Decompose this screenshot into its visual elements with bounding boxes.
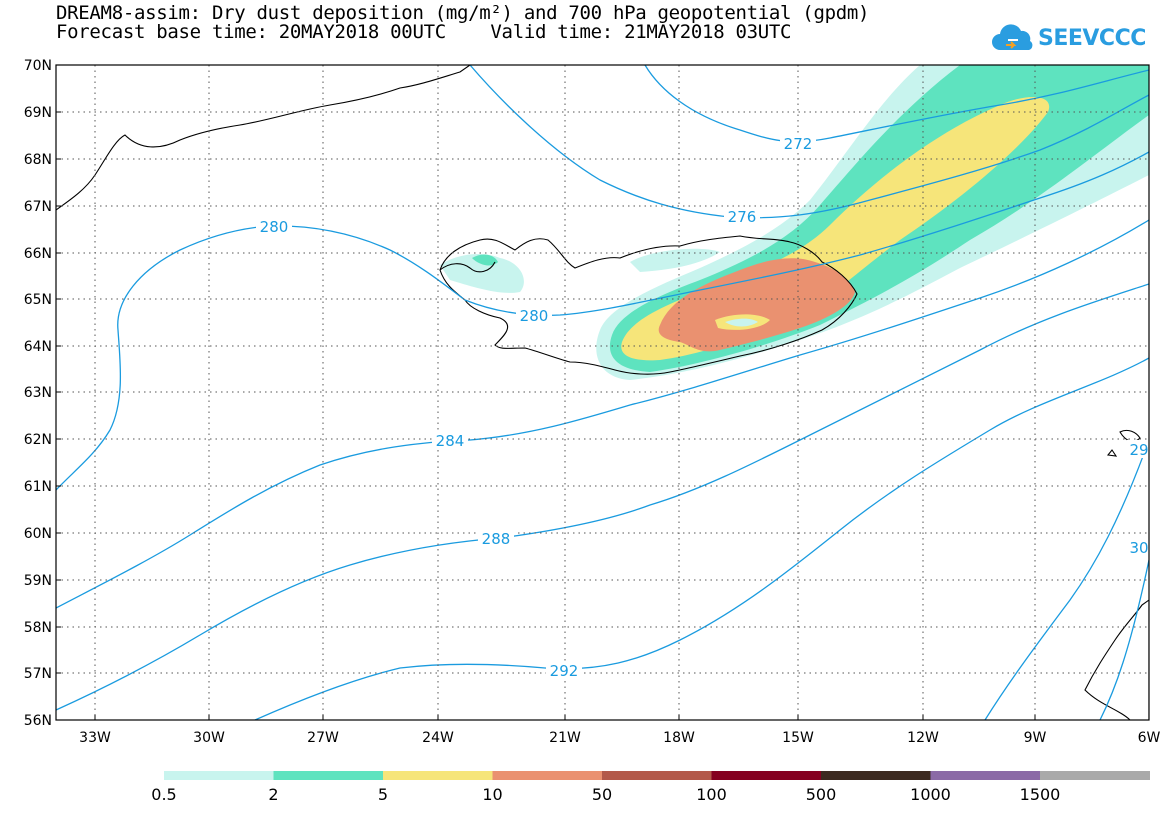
dust-level-2b bbox=[472, 254, 498, 266]
contour-288 bbox=[56, 283, 1149, 711]
lat-label: 67N bbox=[24, 199, 52, 215]
lon-label: 9W bbox=[1024, 730, 1047, 746]
contour-label: 288 bbox=[482, 530, 511, 548]
contour-300 bbox=[1099, 559, 1149, 720]
lon-label: 18W bbox=[663, 730, 695, 746]
dust-level-0.5c bbox=[630, 248, 720, 272]
contour-label: 292 bbox=[550, 662, 579, 680]
colorbar-label: 1500 bbox=[1019, 785, 1061, 804]
longitude-labels: 33W 30W 27W 24W 21W 18W 15W 12W 9W 6W bbox=[79, 730, 1160, 746]
lon-label: 27W bbox=[307, 730, 339, 746]
contour-label: 280 bbox=[520, 307, 549, 325]
colorbar-swatch bbox=[492, 771, 603, 780]
lat-label: 70N bbox=[24, 58, 52, 74]
lat-label: 69N bbox=[24, 105, 52, 121]
colorbar-swatch bbox=[164, 771, 274, 780]
lat-label: 68N bbox=[24, 152, 52, 168]
map-title-line1: DREAM8-assim: Dry dust deposition (mg/m²… bbox=[56, 2, 870, 24]
map-title-line2: Forecast base time: 20MAY2018 00UTC Vali… bbox=[56, 21, 792, 43]
lon-label: 15W bbox=[782, 730, 814, 746]
dust-level-10 bbox=[658, 258, 855, 352]
colorbar-label: 5 bbox=[377, 785, 389, 804]
logo-text: SEEVCCC bbox=[1038, 26, 1146, 51]
colorbar-label: 100 bbox=[696, 785, 727, 804]
colorbar-swatch bbox=[383, 771, 493, 780]
colorbar-label: 10 bbox=[482, 785, 503, 804]
coastlines bbox=[56, 65, 1149, 720]
colorbar-label: 500 bbox=[805, 785, 837, 804]
lon-label: 6W bbox=[1138, 730, 1161, 746]
contour-280 bbox=[56, 151, 1149, 491]
lat-label: 61N bbox=[24, 479, 52, 495]
iceland-westfjords bbox=[439, 261, 496, 273]
contour-272 bbox=[644, 65, 1149, 143]
dust-deposition-map: 272 276 280 280 284 288 292 29 30 bbox=[24, 58, 1161, 746]
contour-label: 276 bbox=[728, 208, 757, 226]
colorbar-swatch bbox=[273, 771, 384, 780]
colorbar-swatch bbox=[711, 771, 822, 780]
lat-label: 57N bbox=[24, 666, 52, 682]
colorbar-swatch bbox=[821, 771, 931, 780]
contour-label: 284 bbox=[436, 432, 465, 450]
contour-292 bbox=[254, 357, 1149, 720]
greenland-coast bbox=[56, 65, 471, 211]
lat-label: 63N bbox=[24, 385, 52, 401]
colorbar-label: 1000 bbox=[910, 785, 951, 804]
colorbar-swatch bbox=[602, 771, 712, 780]
lat-label: 64N bbox=[24, 339, 52, 355]
lat-label: 58N bbox=[24, 620, 52, 636]
lon-label: 12W bbox=[907, 730, 939, 746]
lat-label: 66N bbox=[24, 246, 52, 262]
lat-label: 56N bbox=[24, 713, 52, 729]
lat-label: 60N bbox=[24, 526, 52, 542]
axis-ticks bbox=[56, 111, 1036, 720]
contour-label: 280 bbox=[260, 218, 289, 236]
lat-label: 65N bbox=[24, 292, 52, 308]
latitude-labels: 70N 69N 68N 67N 66N 65N 64N 63N 62N 61N … bbox=[24, 58, 52, 729]
geopotential-contours bbox=[56, 65, 1149, 720]
contour-label: 29 bbox=[1129, 441, 1148, 459]
colorbar-label: 0.5 bbox=[151, 785, 177, 804]
graticule bbox=[56, 65, 1149, 720]
lon-label: 30W bbox=[193, 730, 225, 746]
colorbar bbox=[164, 771, 1150, 780]
lon-label: 33W bbox=[79, 730, 111, 746]
colorbar-label: 50 bbox=[591, 785, 613, 804]
faroe-islands bbox=[1106, 429, 1141, 457]
scotland-coast bbox=[1084, 599, 1149, 720]
lat-label: 59N bbox=[24, 573, 52, 589]
contour-296 bbox=[984, 439, 1149, 720]
dust-deposition-field bbox=[440, 65, 1149, 380]
contour-label: 272 bbox=[784, 135, 813, 153]
dust-level-2-hole bbox=[725, 318, 758, 327]
iceland-coast bbox=[439, 235, 858, 375]
colorbar-label: 2 bbox=[268, 785, 279, 804]
lon-label: 24W bbox=[422, 730, 454, 746]
contour-284 bbox=[56, 219, 1149, 609]
cloud-icon bbox=[992, 24, 1033, 50]
colorbar-swatch bbox=[1040, 771, 1150, 780]
lat-label: 62N bbox=[24, 432, 52, 448]
contour-label-group: 272 276 280 280 284 288 292 29 30 bbox=[256, 134, 1149, 680]
seevccc-logo: SEEVCCC bbox=[990, 18, 1150, 58]
colorbar-swatch bbox=[930, 771, 1041, 780]
contour-276 bbox=[469, 65, 1149, 219]
lon-label: 21W bbox=[549, 730, 581, 746]
contour-label: 30 bbox=[1129, 539, 1148, 557]
